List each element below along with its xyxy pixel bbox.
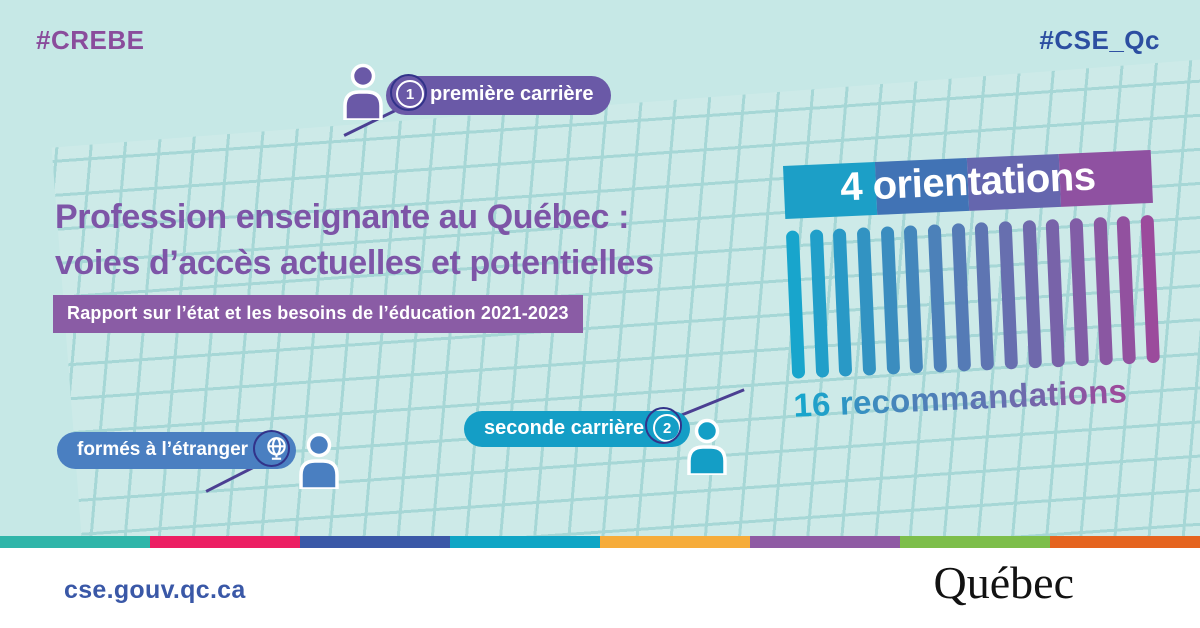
badge-premiere-label: première carrière: [430, 83, 594, 105]
person-icon-etranger: [296, 431, 342, 491]
orientations-recommendations-group: 4 orientations 16 recommandations: [783, 149, 1166, 425]
quebec-government-logo: Québec: [934, 560, 1138, 606]
quebec-flag-icon: [1090, 565, 1138, 602]
person-icon-premiere: [340, 62, 386, 122]
quebec-wordmark: Québec: [933, 557, 1074, 608]
badge-etranger-label: formés à l’étranger: [77, 438, 249, 460]
footer-color-stripe: [0, 536, 1200, 548]
person-icon-seconde: [684, 417, 730, 477]
hashtag-crebe[interactable]: #CREBE: [36, 25, 145, 55]
title-line-2: voies d’accès actuelles et potentielles: [55, 244, 654, 282]
hashtag-cse-qc[interactable]: #CSE_Qc: [1039, 25, 1160, 55]
ring-accent-seconde: [645, 407, 682, 444]
ring-accent-premiere: [390, 74, 427, 111]
badge-seconde-label: seconde carrière: [484, 416, 645, 439]
ring-accent-etranger: [253, 430, 290, 467]
report-subtitle-banner: Rapport sur l’état et les besoins de l’é…: [53, 295, 583, 333]
site-url[interactable]: cse.gouv.qc.ca: [64, 576, 246, 604]
recommendation-bars: [785, 214, 1160, 379]
title-line-1: Profession enseignante au Québec :: [55, 198, 629, 236]
main-title: Profession enseignante au Québec : voies…: [55, 194, 654, 286]
footer: cse.gouv.qc.ca Québec: [0, 548, 1200, 628]
